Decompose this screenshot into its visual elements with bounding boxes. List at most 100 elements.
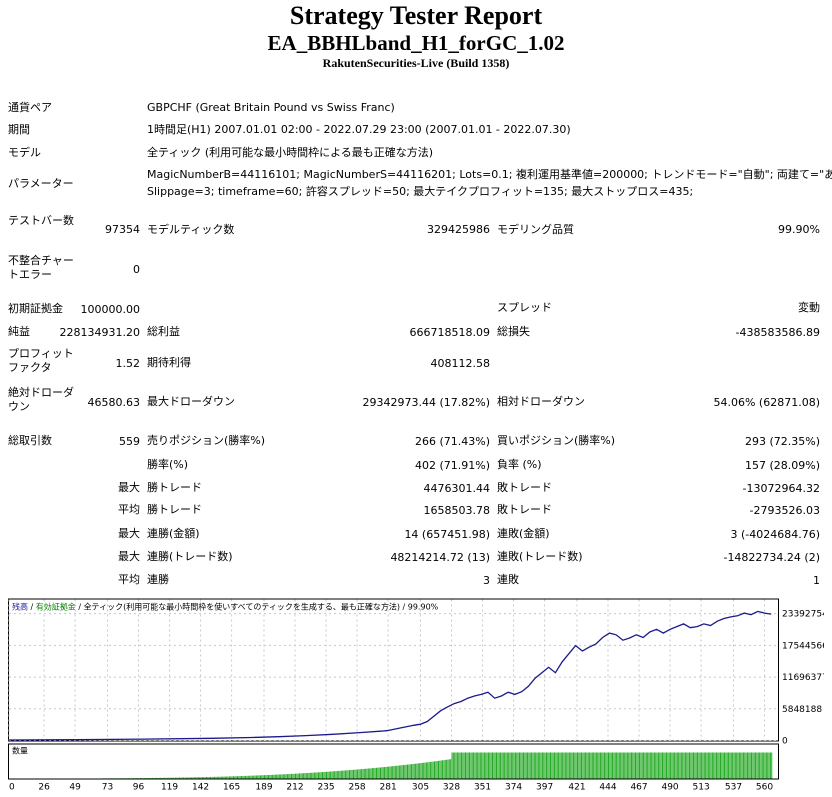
volume-bar-225 bbox=[313, 773, 314, 779]
volume-bar-139 bbox=[197, 777, 198, 778]
volume-bar-144 bbox=[203, 777, 204, 778]
volume-bar-330 bbox=[454, 753, 455, 779]
volume-bar-328 bbox=[452, 753, 453, 779]
volume-bar-565 bbox=[771, 753, 772, 779]
volume-bar-498 bbox=[681, 753, 682, 779]
volume-bar-375 bbox=[515, 753, 516, 779]
volume-bar-299 bbox=[412, 764, 413, 779]
report-title: Strategy Tester Report bbox=[0, 0, 832, 32]
x-tick-label-4: 96 bbox=[133, 783, 145, 793]
volume-bar-272 bbox=[376, 768, 377, 779]
volume-bar-451 bbox=[617, 753, 618, 779]
volume-bar-368 bbox=[505, 753, 506, 779]
volume-bar-528 bbox=[721, 753, 722, 779]
volume-bar-296 bbox=[408, 764, 409, 778]
volume-bar-281 bbox=[388, 767, 389, 779]
volume-bar-291 bbox=[402, 765, 403, 778]
volume-bar-311 bbox=[429, 762, 430, 778]
volume-bar-461 bbox=[631, 753, 632, 779]
volume-bar-217 bbox=[302, 773, 303, 778]
volume-bar-304 bbox=[419, 763, 420, 778]
x-tick-label-6: 142 bbox=[192, 783, 209, 793]
volume-bar-134 bbox=[190, 777, 191, 778]
volume-bar-531 bbox=[725, 753, 726, 779]
volume-bar-480 bbox=[657, 753, 658, 779]
volume-bar-279 bbox=[385, 767, 386, 779]
volume-bar-520 bbox=[711, 753, 712, 779]
volume-bar-219 bbox=[304, 773, 305, 778]
volume-bar-563 bbox=[769, 753, 770, 779]
volume-bar-350 bbox=[481, 753, 482, 779]
volume-bar-493 bbox=[674, 753, 675, 779]
volume-bar-183 bbox=[256, 775, 257, 778]
abs-dd-value: 46580.63 bbox=[70, 396, 140, 410]
volume-bar-124 bbox=[176, 778, 177, 779]
volume-bar-177 bbox=[248, 776, 249, 779]
volume-bar-360 bbox=[495, 753, 496, 779]
cons-loss-value: -14822734.24 (2) bbox=[670, 551, 820, 565]
volume-bar-197 bbox=[275, 775, 276, 779]
volume-bar-371 bbox=[510, 753, 511, 779]
largest-loss-value: -13072964.32 bbox=[670, 482, 820, 496]
volume-bar-474 bbox=[648, 753, 649, 779]
volume-bar-161 bbox=[226, 777, 227, 779]
x-tick-label-14: 328 bbox=[443, 783, 460, 793]
volume-bar-151 bbox=[213, 777, 214, 779]
volume-bar-154 bbox=[217, 777, 218, 779]
x-tick-label-10: 235 bbox=[317, 783, 334, 793]
y-tick-label-4: 23392754 bbox=[782, 610, 824, 620]
volume-bar-560 bbox=[765, 753, 766, 779]
volume-bar-173 bbox=[242, 776, 243, 779]
model-label: モデル bbox=[8, 146, 41, 160]
volume-bar-204 bbox=[284, 774, 285, 778]
volume-bar-387 bbox=[531, 753, 532, 779]
avg-prefix-2: 平均 bbox=[90, 573, 140, 587]
bars-value: 97354 bbox=[70, 223, 140, 237]
volume-bar-114 bbox=[163, 778, 164, 779]
volume-bar-160 bbox=[225, 777, 226, 779]
volume-bar-261 bbox=[361, 769, 362, 778]
volume-bar-241 bbox=[334, 771, 335, 778]
volume-bar-503 bbox=[688, 753, 689, 779]
quality-label: モデリング品質 bbox=[497, 223, 574, 237]
volume-bar-535 bbox=[731, 753, 732, 779]
x-tick-label-5: 119 bbox=[161, 783, 178, 793]
volume-bar-123 bbox=[175, 778, 176, 779]
volume-bar-128 bbox=[182, 778, 183, 779]
volume-bar-285 bbox=[394, 766, 395, 778]
volume-bar-323 bbox=[445, 760, 446, 779]
volume-bar-348 bbox=[478, 753, 479, 779]
x-tick-label-3: 73 bbox=[102, 783, 113, 793]
volume-bar-203 bbox=[283, 774, 284, 778]
volume-bar-366 bbox=[503, 753, 504, 779]
volume-bar-395 bbox=[542, 753, 543, 779]
volume-bar-136 bbox=[192, 777, 193, 778]
volume-bar-442 bbox=[605, 753, 606, 779]
volume-bar-131 bbox=[186, 777, 187, 778]
volume-bar-415 bbox=[569, 753, 570, 779]
volume-bar-489 bbox=[669, 753, 670, 779]
volume-bar-537 bbox=[733, 753, 734, 779]
volume-bar-159 bbox=[224, 777, 225, 779]
spread-value: 変動 bbox=[670, 301, 820, 315]
volume-bar-386 bbox=[530, 753, 531, 779]
volume-bar-373 bbox=[512, 753, 513, 779]
largest-loss-label: 敗トレード bbox=[497, 481, 552, 495]
volume-bar-443 bbox=[607, 753, 608, 779]
volume-bar-152 bbox=[214, 777, 215, 779]
max-dd-value: 29342973.44 (17.82%) bbox=[340, 396, 490, 410]
volume-bar-302 bbox=[416, 764, 417, 779]
volume-bar-376 bbox=[516, 753, 517, 779]
volume-bar-432 bbox=[592, 753, 593, 779]
volume-bar-343 bbox=[472, 753, 473, 779]
rel-dd-value: 54.06% (62871.08) bbox=[670, 396, 820, 410]
volume-bar-505 bbox=[690, 753, 691, 779]
volume-bar-133 bbox=[188, 777, 189, 778]
volume-bar-338 bbox=[465, 753, 466, 779]
volume-bar-218 bbox=[303, 773, 304, 778]
volume-bar-467 bbox=[639, 753, 640, 779]
volume-bar-482 bbox=[659, 753, 660, 779]
volume-bar-192 bbox=[268, 775, 269, 779]
